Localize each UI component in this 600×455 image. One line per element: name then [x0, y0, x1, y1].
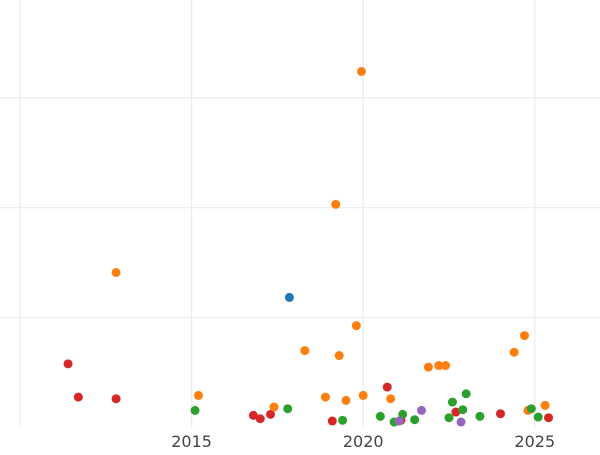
orange-data-point	[509, 347, 519, 357]
red-data-point	[495, 409, 505, 419]
green-data-point	[447, 397, 457, 407]
purple-data-point	[394, 416, 404, 426]
orange-data-point	[193, 390, 203, 400]
red-data-point	[73, 392, 83, 402]
green-data-point	[338, 415, 348, 425]
orange-data-point	[334, 351, 344, 361]
green-data-point	[375, 411, 385, 421]
orange-data-point	[519, 331, 529, 341]
red-data-point	[63, 359, 73, 369]
x-tick-label: 2015	[171, 432, 212, 450]
orange-data-point	[111, 267, 121, 277]
x-tick-label: 2025	[514, 432, 555, 450]
orange-data-point	[331, 199, 341, 209]
green-data-point	[461, 389, 471, 399]
data-points	[63, 66, 554, 427]
green-data-point	[458, 405, 468, 415]
orange-data-point	[423, 362, 433, 372]
red-data-point	[327, 416, 337, 426]
blue-data-point	[284, 292, 294, 302]
green-data-point	[190, 405, 200, 415]
red-data-point	[248, 410, 258, 420]
orange-data-point	[341, 395, 351, 405]
orange-data-point	[351, 321, 361, 331]
orange-data-point	[300, 346, 310, 356]
orange-data-point	[269, 402, 279, 412]
green-data-point	[526, 404, 536, 414]
red-data-point	[255, 414, 265, 424]
orange-data-point	[434, 361, 444, 371]
orange-data-point	[320, 392, 330, 402]
green-data-point	[410, 415, 420, 425]
purple-data-point	[456, 417, 466, 427]
red-data-point	[266, 409, 276, 419]
green-data-point	[475, 411, 485, 421]
green-data-point	[283, 404, 293, 414]
orange-data-point	[358, 390, 368, 400]
orange-data-point	[356, 66, 366, 76]
red-data-point	[544, 413, 554, 423]
green-data-point	[398, 409, 408, 419]
tick-labels: 2015 2020 2025	[171, 432, 555, 451]
green-data-point	[444, 413, 454, 423]
orange-data-point	[441, 361, 451, 371]
green-data-point	[533, 412, 543, 422]
red-data-point	[382, 382, 392, 392]
orange-data-point	[540, 400, 550, 410]
purple-data-point	[417, 405, 427, 415]
orange-data-point	[386, 394, 396, 404]
red-data-point	[451, 407, 461, 417]
red-data-point	[111, 394, 121, 404]
x-tick-label: 2020	[343, 432, 384, 450]
